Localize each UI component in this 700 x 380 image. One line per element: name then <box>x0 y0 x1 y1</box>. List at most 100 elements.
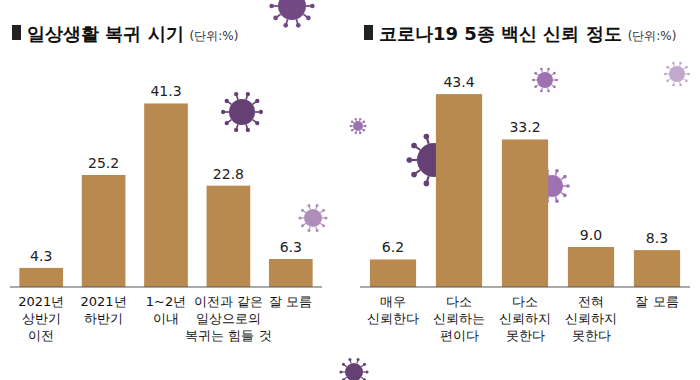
virus-spike-tip <box>339 371 342 374</box>
data-label: 43.4 <box>443 74 474 90</box>
virus-spike-tip <box>255 99 259 103</box>
bars <box>19 103 312 287</box>
virus-spike-tip <box>310 4 315 9</box>
virus-decoration <box>298 204 327 232</box>
category-label: 1~2년이내 <box>146 294 186 326</box>
virus-spike-tip <box>298 217 301 220</box>
data-label: 25.2 <box>88 155 119 171</box>
virus-decoration <box>339 358 368 380</box>
category-label: 2021년하반기 <box>81 294 127 326</box>
virus-spike-tip <box>685 66 688 69</box>
virus-spike-tip <box>283 23 288 28</box>
virus-spike-tip <box>679 62 682 65</box>
virus-spike-tip <box>342 378 345 380</box>
virus-spike-tip <box>359 118 361 120</box>
virus-spike-tip <box>563 175 567 179</box>
virus-decoration <box>350 118 367 134</box>
bar <box>568 247 614 287</box>
category-label: 매우신뢰한다 <box>367 294 419 326</box>
virus-spike-tip <box>325 217 328 220</box>
bar <box>82 175 126 287</box>
virus-spike-tip <box>301 209 304 212</box>
virus-spike-tip <box>255 121 259 125</box>
bar <box>502 139 548 287</box>
data-label: 9.0 <box>580 227 602 243</box>
virus-spike-tip <box>363 363 366 366</box>
virus-spike-tip <box>685 79 688 82</box>
category-label: 이전과 같은일상으로의복귀는 힘들 것 <box>185 294 271 343</box>
data-label: 8.3 <box>646 230 668 246</box>
data-label: 6.3 <box>280 239 302 255</box>
virus-spike-tip <box>547 90 550 93</box>
bar <box>436 94 482 287</box>
virus-spike-tip <box>555 79 558 82</box>
category-label: 다소신뢰하지못한다 <box>499 294 551 343</box>
virus-spike-tip <box>296 23 301 28</box>
data-label: 6.2 <box>382 239 404 255</box>
virus-body <box>345 363 363 380</box>
virus-spike-tip <box>259 110 263 114</box>
virus-spike-tip <box>540 68 543 71</box>
title: 일상생활 복귀 시기 <box>27 23 184 44</box>
virus-spike-tip <box>666 66 669 69</box>
virus-spike-tip <box>672 62 675 65</box>
virus-spike-tip <box>355 132 357 134</box>
virus-spike-tip <box>363 378 366 380</box>
virus-spike-tip <box>534 72 537 75</box>
virus-spike-tip <box>553 72 556 75</box>
bar <box>370 259 416 287</box>
x-axis-line <box>10 287 322 288</box>
virus-spike-tip <box>342 363 345 366</box>
subtitle: (단위:%) <box>628 29 677 43</box>
virus-spike-tip <box>322 209 325 212</box>
category-label: 2021년상반기이전 <box>18 294 64 343</box>
virus-spike-tip <box>234 92 238 96</box>
virus-spike-tip <box>322 224 325 227</box>
data-label: 41.3 <box>150 83 181 99</box>
virus-decoration <box>664 62 690 87</box>
virus-spike-tip <box>363 129 365 131</box>
virus-spike-tip <box>547 68 550 71</box>
virus-spike-tip <box>350 125 352 127</box>
x-axis-line <box>360 287 690 288</box>
virus-spike-tip <box>359 132 361 134</box>
bar <box>19 268 63 287</box>
chart-panel: 일상생활 복귀 시기(단위:%)4.32021년상반기이전25.22021년하반… <box>10 23 322 343</box>
virus-body <box>229 99 255 125</box>
virus-spike-tip <box>246 128 250 132</box>
bars <box>370 94 680 287</box>
category-label: 잘 모름 <box>635 294 678 309</box>
virus-spike-tip <box>563 194 567 198</box>
category-label: 잘 모름 <box>269 294 312 309</box>
virus-spike-tip <box>553 85 556 88</box>
virus-body <box>353 121 363 131</box>
title-marker <box>12 25 21 40</box>
virus-spike-tip <box>679 84 682 87</box>
virus-spike-tip <box>316 229 319 232</box>
virus-spike-tip <box>273 16 278 21</box>
virus-spike-tip <box>301 224 304 227</box>
virus-spike-tip <box>532 79 535 82</box>
virus-decoration <box>221 92 263 132</box>
virus-spike-tip <box>534 85 537 88</box>
virus-spike-tip <box>664 73 667 76</box>
title: 코로나19 5종 백신 신뢰 정도 <box>379 23 622 44</box>
bar <box>269 259 313 287</box>
virus-spike-tip <box>672 84 675 87</box>
virus-spike-tip <box>246 92 250 96</box>
virus-spike-tip <box>407 157 413 163</box>
virus-spike-tip <box>225 99 229 103</box>
data-label: 33.2 <box>509 119 540 135</box>
virus-spike-tip <box>540 90 543 93</box>
virus-spike-tip <box>424 181 430 187</box>
virus-spike-tip <box>348 358 351 361</box>
virus-spike-tip <box>306 16 311 21</box>
chart-panel: 코로나19 5종 백신 신뢰 정도 (단위:%) 6.2 매우신뢰한다 43.4 다소신뢰… <box>360 23 690 343</box>
virus-spike-tip <box>351 121 353 123</box>
virus-spike-tip <box>269 4 274 9</box>
virus-spike-tip <box>566 184 570 188</box>
virus-spike-tip <box>411 172 417 178</box>
virus-spike-tip <box>411 143 417 149</box>
virus-spike-tip <box>307 229 310 232</box>
virus-spike-tip <box>221 110 225 114</box>
